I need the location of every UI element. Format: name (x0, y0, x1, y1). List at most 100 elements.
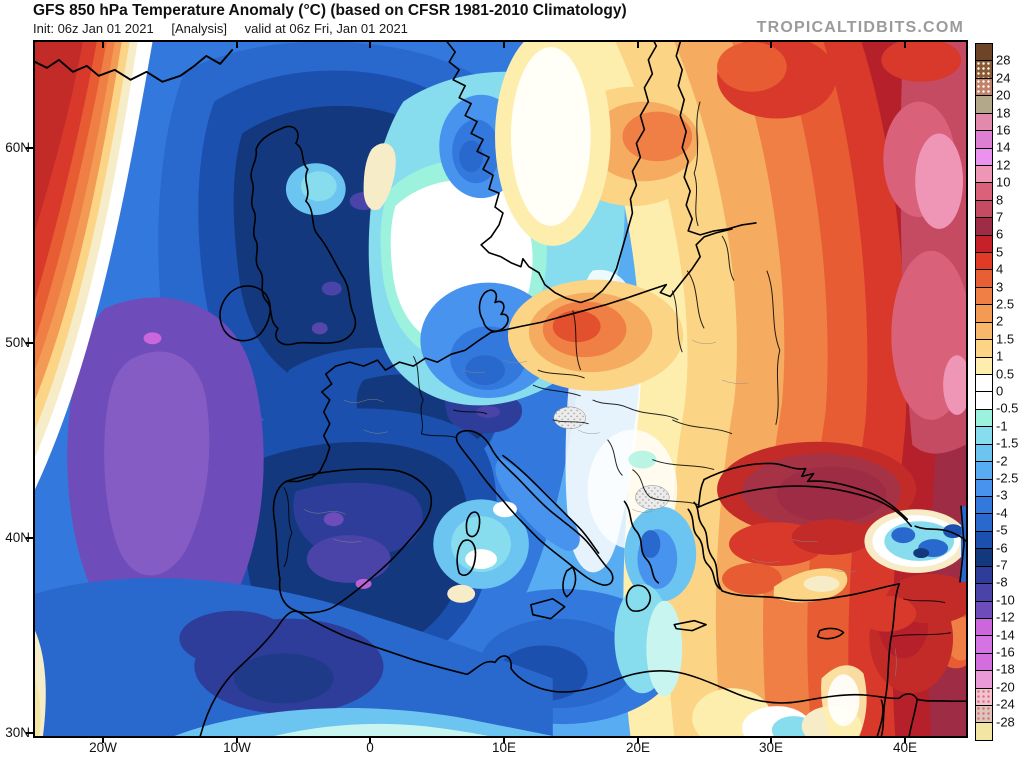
lon-axis-label: 10W (223, 740, 251, 755)
colorbar-tick-label: -4 (996, 505, 1008, 521)
colorbar-tick-label: -6 (996, 540, 1008, 556)
map-title: GFS 850 hPa Temperature Anomaly (°C) (ba… (33, 2, 627, 19)
colorbar-band (976, 112, 992, 131)
lon-axis-label: 30E (758, 740, 784, 755)
colorbar-band (976, 548, 992, 566)
lon-axis-tick (770, 738, 772, 743)
colorbar-band (976, 95, 992, 113)
colorbar-tick-label: -24 (996, 696, 1015, 712)
map-region-northwest-wedge-warm (35, 42, 153, 490)
colorbar-band (976, 147, 992, 165)
colorbar-tick-label: 18 (996, 105, 1011, 121)
lon-axis-label: 40E (892, 740, 918, 755)
colorbar-band (976, 182, 992, 200)
lat-axis-label: 50N (5, 335, 30, 350)
lon-axis-tick (102, 738, 104, 743)
colorbar-band (976, 583, 992, 601)
lon-axis-label: 20E (625, 740, 651, 755)
lat-axis-tick (26, 732, 33, 734)
colorbar-tick-label: 3 (996, 279, 1004, 295)
colorbar-tick-label: 6 (996, 226, 1004, 242)
lon-axis-tick-top (904, 42, 906, 48)
colorbar-tick-label: 1 (996, 348, 1004, 364)
colorbar-band (976, 600, 992, 618)
colorbar-tick-label: -2.5 (996, 470, 1019, 486)
colorbar-tick-label: 20 (996, 87, 1011, 103)
colorbar-band (976, 530, 992, 549)
anomaly-map (35, 42, 966, 736)
admin-borders (303, 340, 897, 677)
colorbar-band (976, 286, 992, 305)
colorbar-band (976, 652, 992, 671)
colorbar-band (976, 44, 992, 61)
colorbar-band (976, 374, 992, 392)
colorbar-tick-label: 28 (996, 52, 1011, 68)
map-region-stipple-zones (553, 406, 670, 510)
lon-axis-tick-top (369, 42, 371, 48)
colorbar-band (976, 321, 992, 340)
colorbar-band (976, 617, 992, 636)
colorbar-band (976, 426, 992, 444)
colorbar-tick-label: 5 (996, 244, 1004, 260)
colorbar-band (976, 443, 992, 462)
lat-axis-tick (26, 147, 33, 149)
colorbar-tick-label: 16 (996, 122, 1011, 138)
lon-axis-tick (904, 738, 906, 743)
colorbar (975, 43, 993, 741)
colorbar-band (976, 234, 992, 253)
colorbar-band (976, 687, 992, 706)
colorbar-tick-label: -16 (996, 644, 1015, 660)
colorbar-band (976, 495, 992, 514)
interior-borders (283, 101, 952, 638)
map-region-black-sea-warm (717, 441, 917, 538)
colorbar-band (976, 217, 992, 235)
lat-axis-label: 40N (5, 530, 30, 545)
lon-axis-label: 0 (366, 740, 374, 755)
colorbar-band (976, 356, 992, 375)
colorbar-band (976, 164, 992, 183)
valid-time-label: valid at 06z Fri, Jan 01 2021 (244, 21, 408, 36)
colorbar-tick-label: 2.5 (996, 296, 1015, 312)
colorbar-tick-label: -12 (996, 609, 1015, 625)
colorbar-labels: 28 24 20 18 16 14 12 10 8 7 6 5 4 3 2.5 2 1.5 1 0.5 0 -0.5 -1… (996, 43, 1024, 739)
colorbar-tick-label: 8 (996, 192, 1004, 208)
lon-axis-label: 20W (89, 740, 117, 755)
colorbar-band (976, 705, 992, 723)
lon-axis-tick-top (770, 42, 772, 48)
map-region-turkey (722, 506, 966, 632)
lon-axis-label: 10E (491, 740, 517, 755)
colorbar-tick-label: 0.5 (996, 366, 1015, 382)
colorbar-tick-label: 1.5 (996, 331, 1015, 347)
colorbar-tick-label: -2 (996, 453, 1008, 469)
colorbar-band (976, 304, 992, 322)
country-borders (35, 42, 966, 736)
subtitle: Init: 06z Jan 01 2021 [Analysis] valid a… (33, 21, 422, 36)
colorbar-band (976, 339, 992, 357)
lon-axis-tick (369, 738, 371, 743)
colorbar-tick-label: -8 (996, 574, 1008, 590)
colorbar-tick-label: -7 (996, 557, 1008, 573)
colorbar-tick-label: 2 (996, 313, 1004, 329)
colorbar-tick-label: -18 (996, 661, 1015, 677)
lon-axis-tick-top (503, 42, 505, 48)
colorbar-band (976, 513, 992, 531)
colorbar-tick-label: -28 (996, 714, 1015, 730)
colorbar-tick-label: 24 (996, 70, 1011, 86)
colorbar-band (976, 199, 992, 218)
colorbar-band (976, 635, 992, 653)
colorbar-tick-label: 12 (996, 157, 1011, 173)
colorbar-band (976, 478, 992, 496)
colorbar-band (976, 670, 992, 688)
colorbar-tick-label: -5 (996, 522, 1008, 538)
colorbar-band (976, 252, 992, 270)
colorbar-tick-label: -0.5 (996, 400, 1019, 416)
colorbar-tick-label: -3 (996, 487, 1008, 503)
colorbar-band (976, 130, 992, 148)
colorbar-band (976, 565, 992, 584)
colorbar-band (976, 461, 992, 479)
lat-axis-label: 30N (5, 725, 30, 740)
colorbar-band (976, 60, 992, 78)
map-region-purple-west (67, 297, 264, 642)
colorbar-band (976, 77, 992, 96)
map-canvas (33, 40, 968, 738)
